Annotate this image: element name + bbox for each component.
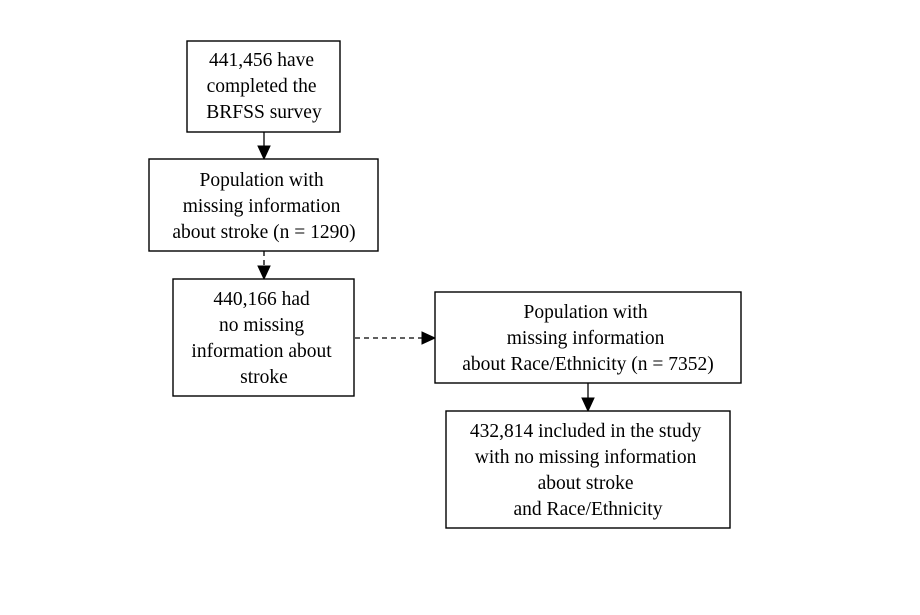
node-no-missing-line-4: stroke xyxy=(240,367,288,388)
node-missing-stroke: Population with missing information abou… xyxy=(148,158,379,252)
node-completed-line-1: 441,456 have xyxy=(209,50,314,71)
node-missing-stroke-line-1: Population with xyxy=(200,170,324,191)
edge-no-missing-stroke-to-missing-race xyxy=(355,331,437,345)
node-completed-line-3: BRFSS survey xyxy=(206,102,322,123)
node-included-line-1: 432,814 included in the study xyxy=(470,421,702,442)
node-included-line-3: about stroke xyxy=(538,473,634,494)
node-completed-survey: 441,456 have completed the BRFSS survey xyxy=(186,40,341,133)
edge-missing-stroke-to-no-missing-stroke xyxy=(257,251,271,281)
node-included: 432,814 included in the study with no mi… xyxy=(445,410,731,529)
node-included-line-2: with no missing information xyxy=(475,447,697,468)
node-no-missing-line-3: information about xyxy=(191,341,332,362)
node-no-missing-line-1: 440,166 had xyxy=(213,289,310,310)
edge-missing-race-to-included xyxy=(581,383,595,413)
edge-completed-to-missing-stroke xyxy=(257,132,271,161)
node-missing-stroke-line-3: about stroke (n = 1290) xyxy=(172,222,355,243)
node-missing-race: Population with missing information abou… xyxy=(434,291,742,384)
svg-text:432,814 included in the study: 432,814 included in the study with no mi… xyxy=(470,421,706,520)
svg-text:Population with missing: Population with missing information abou… xyxy=(462,302,713,375)
node-included-line-4: and Race/Ethnicity xyxy=(514,499,663,520)
node-missing-race-line-1: Population with xyxy=(524,302,648,323)
node-missing-race-line-3: about Race/Ethnicity (n = 7352) xyxy=(462,354,713,375)
svg-text:441,456 have completed t: 441,456 have completed the BRFSS survey xyxy=(206,50,322,123)
node-completed-line-2: completed the xyxy=(207,76,317,97)
node-no-missing-stroke: 440,166 had no missing information about… xyxy=(172,278,355,397)
node-no-missing-line-2: no missing xyxy=(219,315,304,336)
svg-text:440,166 had no missing: 440,166 had no missing information about… xyxy=(191,289,336,388)
svg-text:Population with missing: Population with missing information abou… xyxy=(172,170,355,243)
node-missing-stroke-line-2: missing information xyxy=(183,196,341,217)
node-missing-race-line-2: missing information xyxy=(507,328,665,349)
